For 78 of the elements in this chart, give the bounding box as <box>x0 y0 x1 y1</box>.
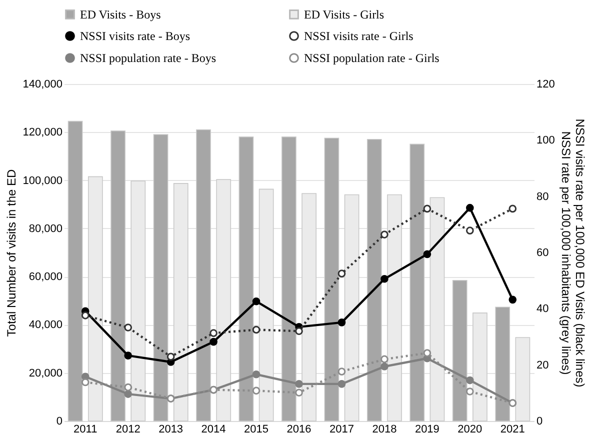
bar <box>196 129 211 422</box>
point <box>252 370 260 378</box>
bar <box>153 134 168 422</box>
bar <box>68 120 83 422</box>
y2-tick-label: 40 <box>536 303 549 316</box>
bar <box>238 136 254 422</box>
y-tick-label: 20,000 <box>28 367 62 380</box>
point <box>466 204 474 212</box>
point <box>124 324 132 332</box>
y2-tick-label: 120 <box>536 78 555 90</box>
point <box>295 388 303 397</box>
bar <box>110 130 126 422</box>
y-tick-label: 60,000 <box>28 271 62 284</box>
x-tick-label: 2021 <box>500 424 525 436</box>
point <box>210 329 218 338</box>
y-tick-label: 100,000 <box>22 174 62 187</box>
bar <box>282 136 296 422</box>
y2-tick-label: 20 <box>536 359 549 372</box>
y2-tick-label: 100 <box>536 134 555 147</box>
y-tick-label: 140,000 <box>22 78 62 90</box>
bar <box>366 138 382 422</box>
point <box>508 204 517 213</box>
point <box>380 230 388 238</box>
x-tick-label: 2014 <box>201 424 226 436</box>
legend-label: NSSI population rate - Boys <box>80 51 216 65</box>
point <box>466 388 474 396</box>
x-tick-label: 2020 <box>458 424 482 436</box>
point <box>252 297 260 306</box>
point <box>295 380 303 388</box>
point <box>423 349 432 357</box>
y2-tick-label: 0 <box>536 416 543 428</box>
point <box>380 355 388 364</box>
point <box>508 296 517 304</box>
bar <box>452 280 468 422</box>
bar <box>324 138 340 422</box>
x-tick-label: 2011 <box>74 424 98 436</box>
x-tick-label: 2019 <box>414 424 440 436</box>
point <box>380 362 388 370</box>
point <box>423 204 432 213</box>
x-tick-label: 2018 <box>372 424 397 436</box>
y2-axis-title: NSSI visits rate per 100,000 ED Vistis (black lines) NSSI rate per 100,000 inhabitants (grey lines) <box>558 118 587 388</box>
y-tick-label: 80,000 <box>28 222 62 235</box>
x-tick-label: 2016 <box>286 424 312 436</box>
y2-tick-label: 80 <box>536 190 549 203</box>
point <box>81 378 90 386</box>
y-tick-label: 40,000 <box>28 319 62 332</box>
y-tick-label: 120,000 <box>22 126 62 139</box>
point <box>338 368 346 376</box>
y2-tick-label: 60 <box>536 247 549 259</box>
point <box>338 270 346 278</box>
y-tick-label: 0 <box>56 416 62 428</box>
legend-label: NSSI visits rate - Girls <box>304 29 414 43</box>
legend-label: NSSI visits rate - Boys <box>80 29 190 43</box>
legend-label: ED Visits - Girls <box>304 7 384 22</box>
point <box>124 352 132 360</box>
point <box>338 380 346 388</box>
point <box>295 327 303 336</box>
x-tick-label: 2015 <box>244 424 269 436</box>
legend-label: NSSI population rate - Girls <box>304 51 440 65</box>
x-tick-label: 2017 <box>329 424 354 436</box>
y-axis-title: Total Number of visits in the ED <box>4 168 19 337</box>
point <box>466 376 474 384</box>
point <box>466 226 474 234</box>
x-tick-label: 2012 <box>116 424 140 436</box>
point <box>124 383 132 392</box>
point <box>380 274 388 283</box>
bar <box>495 306 510 422</box>
point <box>338 318 346 326</box>
point <box>252 326 260 334</box>
x-tick-label: 2013 <box>158 424 184 436</box>
point <box>210 338 218 346</box>
legend-label: ED Visits - Boys <box>80 7 162 22</box>
point <box>166 352 175 361</box>
point <box>423 250 432 258</box>
point <box>81 312 90 320</box>
point <box>124 390 132 398</box>
bar <box>410 144 425 422</box>
point <box>252 386 260 395</box>
